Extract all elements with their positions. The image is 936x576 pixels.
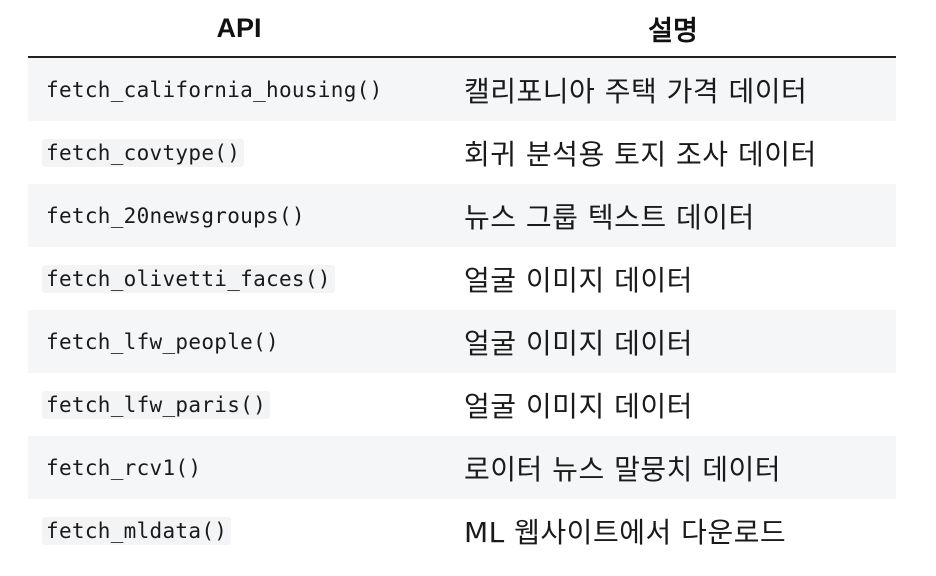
api-function-name: fetch_lfw_paris() xyxy=(42,390,271,419)
api-cell: fetch_lfw_paris() xyxy=(28,373,450,436)
table-row: fetch_covtype() 회귀 분석용 토지 조사 데이터 xyxy=(28,121,896,184)
description-cell: 로이터 뉴스 말뭉치 데이터 xyxy=(450,436,896,499)
header-api: API xyxy=(28,0,450,58)
api-cell: fetch_mldata() xyxy=(28,499,450,562)
description-cell: 회귀 분석용 토지 조사 데이터 xyxy=(464,137,817,171)
description-cell: ML 웹사이트에서 다운로드 xyxy=(464,515,787,549)
api-function-name: fetch_20newsgroups() xyxy=(46,203,305,228)
description-cell: 얼굴 이미지 데이터 xyxy=(464,389,693,423)
header-description: 설명 xyxy=(450,0,896,58)
api-cell: fetch_olivetti_faces() xyxy=(28,247,450,310)
table-row: fetch_lfw_people() 얼굴 이미지 데이터 xyxy=(28,310,896,373)
api-cell: fetch_california_housing() xyxy=(28,57,450,121)
description-cell: 얼굴 이미지 데이터 xyxy=(450,310,896,373)
description-cell: 뉴스 그룹 텍스트 데이터 xyxy=(450,184,896,247)
api-function-name: fetch_covtype() xyxy=(42,138,245,167)
api-function-name: fetch_mldata() xyxy=(42,516,232,545)
table-row: fetch_20newsgroups() 뉴스 그룹 텍스트 데이터 xyxy=(28,184,896,247)
table-row: fetch_olivetti_faces() 얼굴 이미지 데이터 xyxy=(28,247,896,310)
api-function-name: fetch_lfw_people() xyxy=(46,329,279,354)
api-table: API 설명 fetch_california_housing() 캘리포니아 … xyxy=(28,0,896,562)
description-cell: 캘리포니아 주택 가격 데이터 xyxy=(450,57,896,121)
header-row: API 설명 xyxy=(28,0,896,58)
api-function-name: fetch_rcv1() xyxy=(46,455,202,480)
api-cell: fetch_rcv1() xyxy=(28,436,450,499)
table-row: fetch_lfw_paris() 얼굴 이미지 데이터 xyxy=(28,373,896,436)
table-row: fetch_california_housing() 캘리포니아 주택 가격 데… xyxy=(28,57,896,121)
description-cell: 얼굴 이미지 데이터 xyxy=(464,263,693,297)
api-cell: fetch_covtype() xyxy=(28,121,450,184)
table-row: fetch_mldata() ML 웹사이트에서 다운로드 xyxy=(28,499,896,562)
api-function-name: fetch_california_housing() xyxy=(46,77,383,102)
api-cell: fetch_20newsgroups() xyxy=(28,184,450,247)
api-function-name: fetch_olivetti_faces() xyxy=(42,264,335,293)
api-cell: fetch_lfw_people() xyxy=(28,310,450,373)
table-row: fetch_rcv1() 로이터 뉴스 말뭉치 데이터 xyxy=(28,436,896,499)
